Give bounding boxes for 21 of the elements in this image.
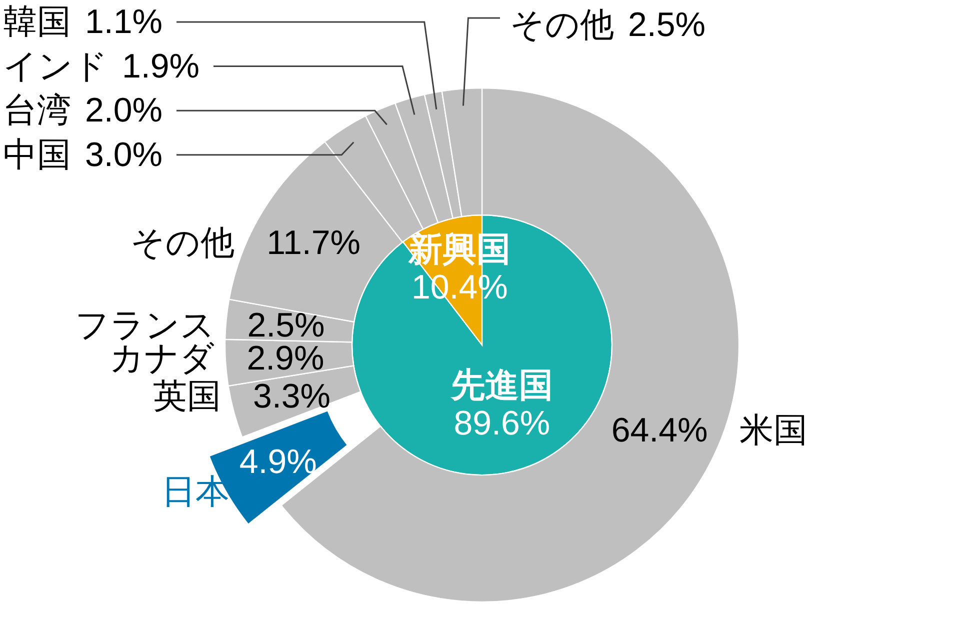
slice-label: 台湾 bbox=[3, 92, 71, 130]
data-label: 64.4% bbox=[611, 411, 708, 450]
data-label: 11.7% bbox=[266, 224, 361, 262]
data-label: 1.9% bbox=[122, 47, 200, 86]
slice-label: カナダ bbox=[110, 340, 215, 378]
slice-label: 英国 bbox=[153, 377, 222, 416]
slice-label: その他 bbox=[130, 224, 235, 262]
data-label: 89.6% bbox=[454, 404, 550, 443]
slice-label: 先進国 bbox=[450, 366, 553, 405]
slice-label: 韓国 bbox=[3, 3, 71, 41]
data-label: 2.5% bbox=[628, 6, 706, 44]
slice-label: 米国 bbox=[740, 411, 808, 450]
slice-label: インド bbox=[3, 47, 108, 86]
data-label: 1.1% bbox=[85, 3, 162, 41]
data-label: 2.0% bbox=[85, 92, 162, 130]
slice-label: その他 bbox=[510, 6, 614, 44]
data-label: 3.0% bbox=[85, 136, 162, 174]
slice-label: 中国 bbox=[3, 136, 71, 174]
data-label: 3.3% bbox=[253, 377, 331, 416]
data-label: 4.9% bbox=[239, 442, 317, 481]
slice-label: 日本 bbox=[161, 472, 230, 511]
